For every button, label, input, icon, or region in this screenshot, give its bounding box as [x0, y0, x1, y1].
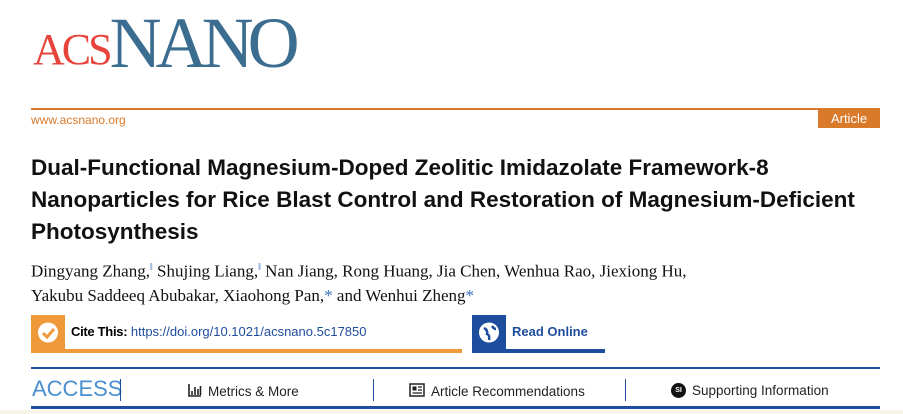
checkmark-icon	[31, 315, 65, 350]
metrics-tab[interactable]: Metrics & More	[188, 383, 299, 400]
cite-underline	[31, 349, 462, 353]
divider	[120, 379, 121, 401]
journal-logo: ACSNANO	[33, 3, 300, 83]
read-online-button[interactable]: Read Online	[472, 315, 605, 353]
si-icon: SI	[671, 383, 686, 398]
affiliation-mark: ‖	[149, 262, 153, 273]
divider	[625, 379, 626, 401]
corresponding-mark: *	[324, 285, 333, 305]
newspaper-icon	[409, 383, 425, 400]
access-top-rule	[31, 367, 880, 369]
supporting-info-tab[interactable]: SI Supporting Information	[671, 383, 829, 398]
doi-link[interactable]: https://doi.org/10.1021/acsnano.5c17850	[130, 324, 367, 339]
recommendations-label: Article Recommendations	[431, 384, 585, 399]
cite-this[interactable]: Cite This: https://doi.org/10.1021/acsna…	[31, 315, 462, 353]
author[interactable]: Dingyang Zhang,	[31, 261, 150, 281]
read-online-underline	[472, 349, 605, 353]
globe-icon	[472, 315, 506, 350]
abstract-background	[0, 410, 903, 414]
access-label: ACCESS	[32, 376, 123, 401]
metrics-label: Metrics & More	[208, 384, 299, 399]
recommendations-tab[interactable]: Article Recommendations	[409, 383, 585, 400]
article-title: Dual-Functional Magnesium-Doped Zeolitic…	[31, 155, 855, 244]
corresponding-mark: *	[465, 285, 475, 305]
bar-chart-icon	[188, 383, 202, 400]
supporting-info-label: Supporting Information	[692, 383, 829, 398]
read-online-label: Read Online	[512, 324, 588, 339]
journal-url[interactable]: www.acsnano.org	[31, 113, 126, 127]
article-type-badge: Article	[818, 110, 880, 128]
author[interactable]: and Wenhui Zheng	[332, 285, 466, 305]
author[interactable]: Yakubu Saddeeq Abubakar, Xiaohong Pan,	[31, 285, 325, 305]
header-rule	[31, 108, 880, 110]
author[interactable]: Shujing Liang,	[152, 261, 259, 281]
author-list: Dingyang Zhang,‖ Shujing Liang,‖ Nan Jia…	[31, 256, 891, 308]
author[interactable]: Nan Jiang, Rong Huang, Jia Chen, Wenhua …	[260, 261, 687, 281]
cite-label: Cite This:	[71, 324, 128, 339]
divider	[373, 379, 374, 401]
access-bottom-rule	[31, 406, 880, 409]
affiliation-mark: ‖	[258, 262, 261, 273]
